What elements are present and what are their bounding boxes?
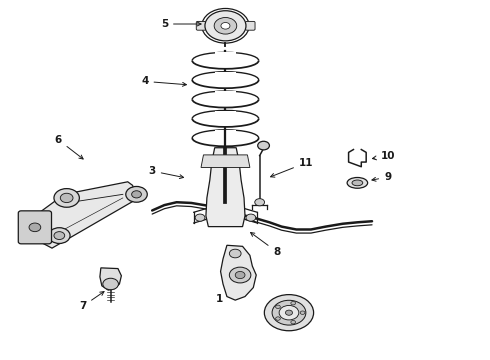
Circle shape (229, 267, 251, 283)
Bar (215, 91, 236, 107)
Bar (215, 130, 236, 146)
Circle shape (195, 214, 205, 221)
Circle shape (60, 193, 73, 203)
Circle shape (272, 300, 306, 325)
Circle shape (300, 311, 305, 314)
Circle shape (103, 278, 119, 290)
Polygon shape (220, 245, 256, 300)
Circle shape (246, 214, 256, 221)
FancyBboxPatch shape (18, 211, 51, 244)
Polygon shape (206, 148, 245, 226)
Text: 10: 10 (372, 151, 395, 161)
Text: 2: 2 (285, 320, 293, 333)
Text: 5: 5 (161, 19, 201, 29)
Circle shape (29, 223, 41, 231)
Text: 6: 6 (55, 135, 83, 159)
Circle shape (214, 18, 237, 34)
Circle shape (286, 310, 293, 315)
Circle shape (275, 317, 280, 320)
Circle shape (205, 11, 246, 41)
Circle shape (235, 271, 245, 279)
Text: 9: 9 (372, 172, 391, 182)
Bar (215, 53, 236, 69)
Circle shape (221, 22, 230, 29)
Text: 8: 8 (250, 233, 280, 257)
Text: 7: 7 (79, 292, 104, 311)
Circle shape (132, 191, 142, 198)
Text: 4: 4 (141, 76, 186, 86)
Bar (215, 111, 236, 127)
Text: 11: 11 (270, 158, 313, 177)
Polygon shape (35, 182, 135, 248)
Bar (215, 72, 236, 88)
FancyBboxPatch shape (245, 21, 255, 30)
Circle shape (291, 301, 295, 305)
Polygon shape (201, 155, 250, 167)
Circle shape (258, 141, 270, 150)
Ellipse shape (352, 180, 363, 186)
Circle shape (202, 9, 249, 43)
Circle shape (255, 199, 265, 206)
Ellipse shape (347, 177, 368, 188)
Text: 3: 3 (148, 166, 184, 179)
Circle shape (291, 320, 295, 324)
Circle shape (49, 228, 70, 243)
Circle shape (229, 249, 241, 258)
Polygon shape (100, 268, 122, 290)
Circle shape (275, 305, 280, 309)
Circle shape (264, 294, 314, 331)
Circle shape (279, 305, 299, 320)
Circle shape (126, 186, 147, 202)
Circle shape (54, 189, 79, 207)
Text: 1: 1 (216, 291, 230, 304)
FancyBboxPatch shape (196, 21, 206, 30)
Circle shape (54, 231, 65, 239)
